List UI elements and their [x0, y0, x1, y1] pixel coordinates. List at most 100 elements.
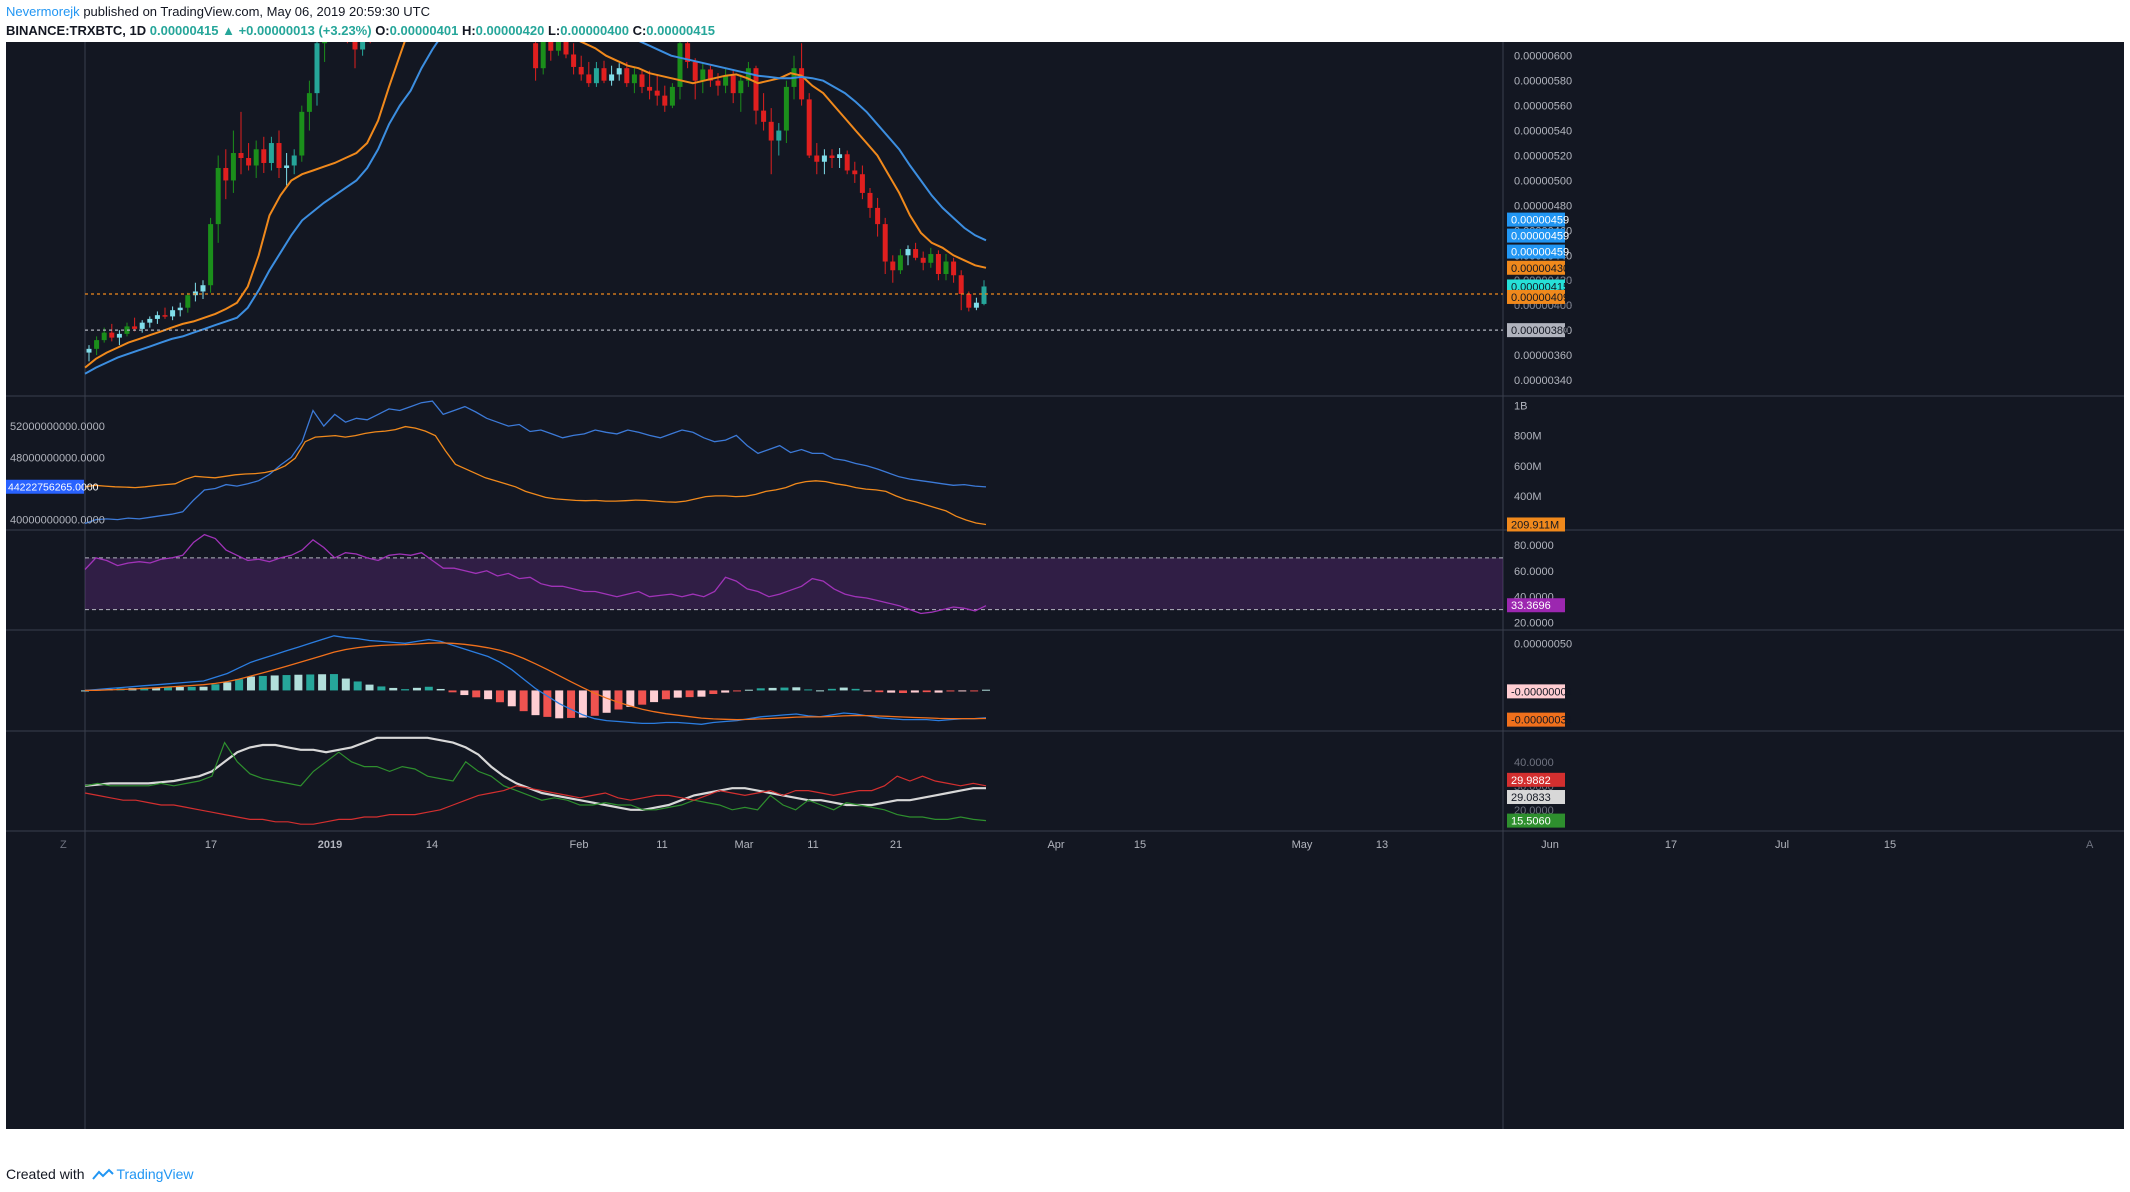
price-tick-label: 0.00000600: [1514, 51, 1572, 63]
tradingview-brand-link[interactable]: TradingView: [116, 1166, 194, 1182]
macd-histogram-bar: [519, 690, 528, 712]
macd-histogram-bar: [318, 674, 327, 691]
macd-histogram-bar: [792, 687, 801, 691]
ema-slow-label-bg: [1507, 228, 1565, 243]
obv-tick-label: 52000000000.0000: [10, 421, 105, 433]
candle: [852, 170, 858, 175]
macd-histogram-bar: [673, 690, 682, 698]
candle: [631, 74, 637, 84]
candle: [162, 315, 168, 317]
candle: [185, 295, 191, 308]
candle: [753, 68, 759, 111]
candle: [723, 75, 729, 86]
candle: [981, 286, 987, 304]
ema-slow-label: 0.00000459: [1511, 247, 1569, 259]
rsi-tick-label: 60.0000: [1514, 566, 1554, 578]
ema-slow-label: 0.00000459: [1511, 231, 1569, 243]
price-change: +0.00000013 (+3.23%): [238, 23, 372, 38]
candle: [253, 149, 259, 166]
minus-di-line: [84, 775, 987, 825]
high-label: H:: [461, 23, 476, 38]
candle: [116, 333, 122, 338]
x-tick-label: 11: [656, 839, 667, 851]
x-tick-label: 2019: [318, 839, 342, 851]
macd-histogram-bar: [365, 684, 374, 691]
macd-histogram-bar: [768, 687, 777, 691]
candle: [200, 285, 206, 292]
candle: [875, 207, 881, 225]
candle: [707, 69, 713, 81]
ema-slow-label-bg: [1507, 244, 1565, 259]
macd-histogram-bar: [555, 690, 564, 719]
macd-histogram-bar: [733, 690, 742, 692]
candle: [761, 110, 767, 122]
macd-histogram-bar: [484, 690, 493, 700]
macd-histogram-bar: [721, 690, 730, 693]
macd-histogram-bar: [602, 690, 611, 713]
rsi-tick-label: 20.0000: [1514, 618, 1554, 630]
candle: [147, 318, 153, 323]
candle: [563, 42, 569, 55]
macd-histogram-bar: [329, 674, 338, 691]
candle: [238, 153, 244, 159]
adx-label-bg: [1507, 790, 1565, 805]
macd-histogram-bar: [187, 686, 196, 691]
macd-histogram-bar: [851, 688, 860, 691]
candle: [768, 121, 774, 141]
macd-histogram-bar: [982, 689, 990, 691]
candle: [276, 143, 282, 168]
minus-di-label: 29.9882: [1511, 775, 1551, 787]
x-tick-label: 15: [1134, 839, 1146, 851]
macd-histogram-bar: [626, 690, 635, 707]
candle: [677, 43, 683, 87]
ema-fast-label: 0.00000430: [1511, 263, 1569, 275]
volume-ma-line: [84, 425, 987, 526]
macd-histogram-bar: [495, 690, 504, 703]
open-label: O:: [375, 23, 390, 38]
macd-histogram-bar: [685, 690, 694, 698]
candle: [215, 167, 221, 225]
macd-histogram-bar: [744, 689, 753, 691]
x-tick-label: 14: [426, 839, 438, 851]
candle: [913, 249, 919, 258]
macd-signal-line: [84, 642, 987, 721]
tradingview-logo-icon: [92, 1168, 115, 1180]
macd-current-label: -0.00000001: [1511, 686, 1573, 698]
price-tick-label: 0.00000360: [1514, 350, 1572, 362]
macd-histogram-bar: [567, 690, 576, 718]
macd-histogram-bar: [614, 690, 623, 710]
plus-di-label-bg: [1507, 813, 1565, 828]
chart-area[interactable]: 0.00000600 0.00000580 0.00000560 0.00000540…: [6, 42, 2124, 1129]
candle: [86, 348, 92, 353]
macd-histogram-bar: [412, 687, 421, 691]
macd-current-label-bg: [1507, 684, 1565, 699]
macd-histogram-bar: [81, 690, 89, 692]
candle: [177, 307, 183, 311]
macd-signal-current-label: -0.00000031: [1511, 715, 1573, 727]
ema-slow-label-bg: [1507, 212, 1565, 227]
macd-histogram-bar: [578, 690, 587, 718]
macd-histogram-bar: [235, 679, 244, 691]
created-with-text: Created with: [6, 1166, 85, 1182]
author-link[interactable]: Nevermorejk: [6, 4, 80, 19]
plus-di-line: [84, 741, 987, 822]
candle: [601, 68, 607, 81]
chart-canvas[interactable]: 0.00000600 0.00000580 0.00000560 0.00000540…: [6, 42, 2124, 1129]
volume-current-label-bg: [1507, 517, 1565, 532]
obv-line: [84, 400, 987, 525]
macd-histogram-bar: [377, 686, 386, 691]
rsi-tick-label: 80.0000: [1514, 540, 1554, 552]
rsi-line: [84, 533, 987, 615]
macd-histogram-bar: [780, 687, 789, 691]
x-tick-label: Mar: [735, 839, 754, 851]
macd-histogram-bar: [875, 690, 884, 693]
rsi-current-label: 33.3696: [1511, 600, 1551, 612]
candle: [533, 43, 539, 69]
candle: [291, 155, 297, 166]
candle: [859, 174, 865, 193]
candle: [685, 43, 691, 62]
low-label: L:: [547, 23, 561, 38]
macd-histogram-bar: [590, 690, 599, 716]
dmi-tick-label: 40.0000: [1514, 757, 1554, 769]
macd-histogram-bar: [638, 690, 647, 705]
